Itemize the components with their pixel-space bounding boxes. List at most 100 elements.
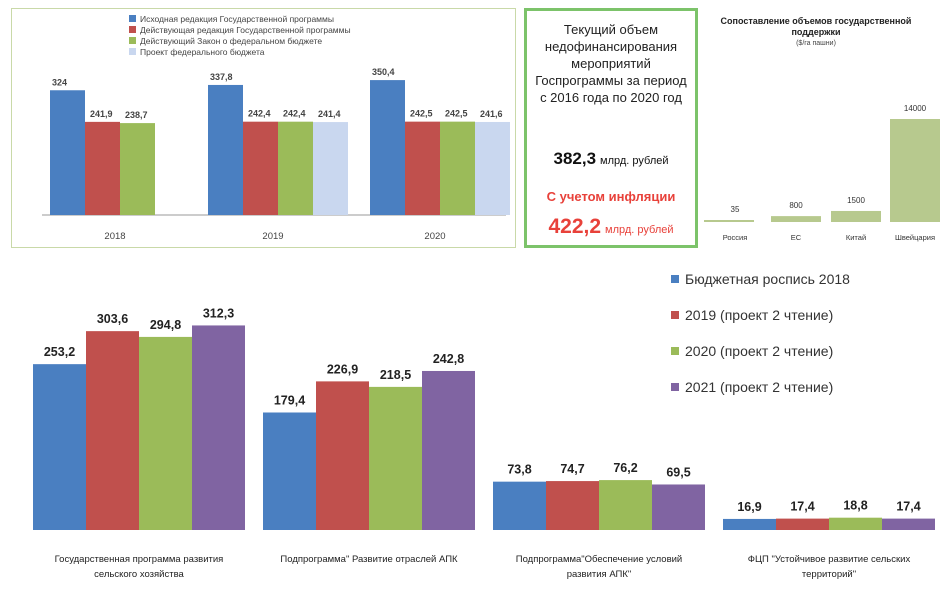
bar — [86, 331, 139, 530]
bar — [243, 121, 278, 215]
data-label: 17,4 — [896, 500, 920, 514]
underfunding-info-box: Текущий объем недофинансирования меропри… — [524, 8, 698, 248]
legend-label: Проект федерального бюджета — [140, 47, 265, 57]
data-label: 238,7 — [125, 110, 148, 120]
category-label: сельского хозяйства — [94, 569, 184, 580]
legend-swatch — [671, 275, 679, 283]
data-label: 294,8 — [150, 318, 181, 332]
legend-label: Действующий Закон о федеральном бюджете — [140, 36, 322, 46]
legend-label: Исходная редакция Государственной програ… — [140, 14, 334, 24]
budget-comparison-chart: Исходная редакция Государственной програ… — [11, 8, 516, 248]
bar — [475, 121, 510, 215]
data-label: 241,4 — [318, 109, 341, 119]
category-label: Китай — [846, 233, 866, 242]
bar — [85, 121, 120, 215]
data-label: 17,4 — [790, 500, 814, 514]
category-label: 2018 — [104, 231, 125, 242]
legend-swatch — [129, 48, 136, 55]
legend-swatch — [129, 15, 136, 22]
category-label: Подпрограмма" Развитие отраслей АПК — [280, 554, 458, 565]
bar — [890, 119, 940, 222]
bar — [263, 412, 316, 530]
bar — [599, 480, 652, 530]
data-label: 242,4 — [283, 109, 306, 119]
legend-label: 2020 (проект 2 чтение) — [685, 343, 833, 359]
data-label: 241,6 — [480, 109, 503, 119]
data-label: 14000 — [904, 104, 927, 113]
data-label: 324 — [52, 77, 67, 87]
bar — [208, 84, 243, 216]
chart-title: Сопоставление объемов государственной — [721, 16, 912, 26]
data-label: 242,4 — [248, 109, 271, 119]
data-label: 312,3 — [203, 306, 234, 320]
bar — [546, 481, 599, 530]
underfunding-description: Текущий объем недофинансирования меропри… — [535, 22, 687, 105]
category-label: ЕС — [791, 233, 802, 242]
underfunding-value-block: 382,3 млрд. рублей — [527, 149, 695, 169]
bar — [370, 80, 405, 215]
data-label: 35 — [731, 205, 740, 214]
category-label: ФЦП "Устойчивое развитие сельских — [748, 554, 911, 565]
legend-swatch — [129, 26, 136, 33]
data-label: 303,6 — [97, 312, 128, 326]
data-label: 253,2 — [44, 345, 75, 359]
bar — [882, 518, 935, 530]
inflation-value: 422,2 — [548, 215, 602, 238]
data-label: 337,8 — [210, 72, 233, 82]
data-label: 242,5 — [410, 109, 433, 119]
subprogram-funding-svg: 253,2 303,6 294,8 312,3 Государственная прог… — [33, 271, 935, 580]
underfunding-unit: млрд. рублей — [600, 155, 669, 167]
data-label: 1500 — [847, 196, 865, 205]
legend-swatch — [671, 311, 679, 319]
data-label: 242,5 — [445, 109, 468, 119]
legend-swatch — [671, 347, 679, 355]
bar — [316, 381, 369, 530]
legend-label: Бюджетная роспись 2018 — [685, 271, 850, 287]
category-label: 2019 — [262, 231, 283, 242]
legend-label: 2019 (проект 2 чтение) — [685, 307, 833, 323]
data-label: 18,8 — [843, 499, 867, 513]
data-label: 16,9 — [737, 500, 761, 514]
inflation-label: С учетом инфляции — [546, 189, 676, 204]
data-label: 73,8 — [507, 463, 531, 477]
bar — [704, 220, 754, 222]
budget-comparison-svg: Исходная редакция Государственной програ… — [42, 14, 510, 242]
chart-title: поддержки — [791, 27, 840, 37]
legend-label: Действующая редакция Государственной про… — [140, 25, 351, 35]
category-label: Подпрограмма"Обеспечение условий — [516, 554, 682, 565]
bar — [139, 336, 192, 530]
support-comparison-svg: Сопоставление объемов государственнойпод… — [704, 16, 940, 242]
bar — [723, 518, 776, 530]
underfunding-value: 382,3 — [553, 149, 597, 168]
category-label: Государственная программа развития — [55, 554, 224, 565]
subprogram-funding-chart: 253,2 303,6 294,8 312,3 Государственная прог… — [11, 257, 940, 597]
bar — [313, 122, 348, 215]
category-label: 2020 — [424, 231, 445, 242]
bar — [829, 517, 882, 530]
legend-swatch — [671, 383, 679, 391]
data-label: 226,9 — [327, 362, 358, 376]
bar — [192, 325, 245, 530]
data-label: 800 — [789, 201, 803, 210]
data-label: 74,7 — [560, 462, 584, 476]
category-label: развития АПК" — [567, 569, 632, 580]
bar — [369, 386, 422, 530]
bar — [405, 121, 440, 215]
chart-subtitle: ($/га пашни) — [796, 40, 836, 47]
legend-label: 2021 (проект 2 чтение) — [685, 379, 833, 395]
bar — [493, 481, 546, 530]
data-label: 179,4 — [274, 393, 305, 407]
legend-swatch — [129, 37, 136, 44]
data-label: 242,8 — [433, 352, 464, 366]
bar — [652, 484, 705, 530]
bar — [440, 121, 475, 215]
data-label: 218,5 — [380, 368, 411, 382]
data-label: 69,5 — [666, 465, 690, 479]
bar — [771, 216, 821, 222]
bar — [33, 364, 86, 530]
data-label: 350,4 — [372, 67, 395, 77]
support-comparison-chart: Сопоставление объемов государственной под… — [704, 8, 940, 248]
category-label: Россия — [723, 233, 748, 242]
inflation-value-block: 422,2 млрд. рублей — [527, 215, 695, 239]
data-label: 76,2 — [613, 461, 637, 475]
